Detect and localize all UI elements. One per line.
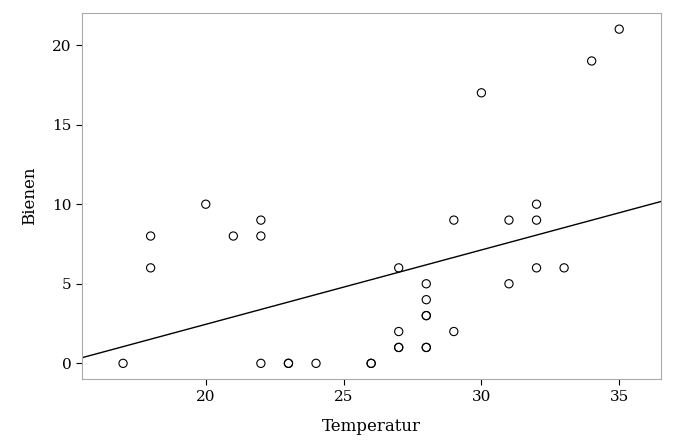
Point — [393, 344, 404, 351]
Point — [476, 89, 487, 96]
Point — [255, 217, 266, 224]
Point — [586, 57, 597, 64]
Point — [503, 280, 514, 287]
Point — [366, 360, 377, 367]
Point — [531, 264, 542, 271]
Point — [255, 360, 266, 367]
Point — [145, 232, 156, 239]
Point — [421, 296, 432, 303]
Point — [200, 201, 211, 208]
Point — [503, 217, 514, 224]
Point — [393, 344, 404, 351]
Point — [558, 264, 569, 271]
Point — [393, 264, 404, 271]
Point — [421, 344, 432, 351]
Point — [283, 360, 294, 367]
Point — [531, 201, 542, 208]
Point — [283, 360, 294, 367]
Point — [421, 312, 432, 319]
Point — [311, 360, 321, 367]
Point — [366, 360, 377, 367]
Point — [421, 280, 432, 287]
X-axis label: Temperatur: Temperatur — [321, 418, 421, 434]
Point — [255, 232, 266, 239]
Y-axis label: Bienen: Bienen — [21, 167, 38, 225]
Point — [448, 217, 459, 224]
Point — [145, 264, 156, 271]
Point — [393, 328, 404, 335]
Point — [228, 232, 239, 239]
Point — [448, 328, 459, 335]
Point — [421, 312, 432, 319]
Point — [614, 26, 624, 33]
Point — [118, 360, 129, 367]
Point — [531, 217, 542, 224]
Point — [421, 344, 432, 351]
